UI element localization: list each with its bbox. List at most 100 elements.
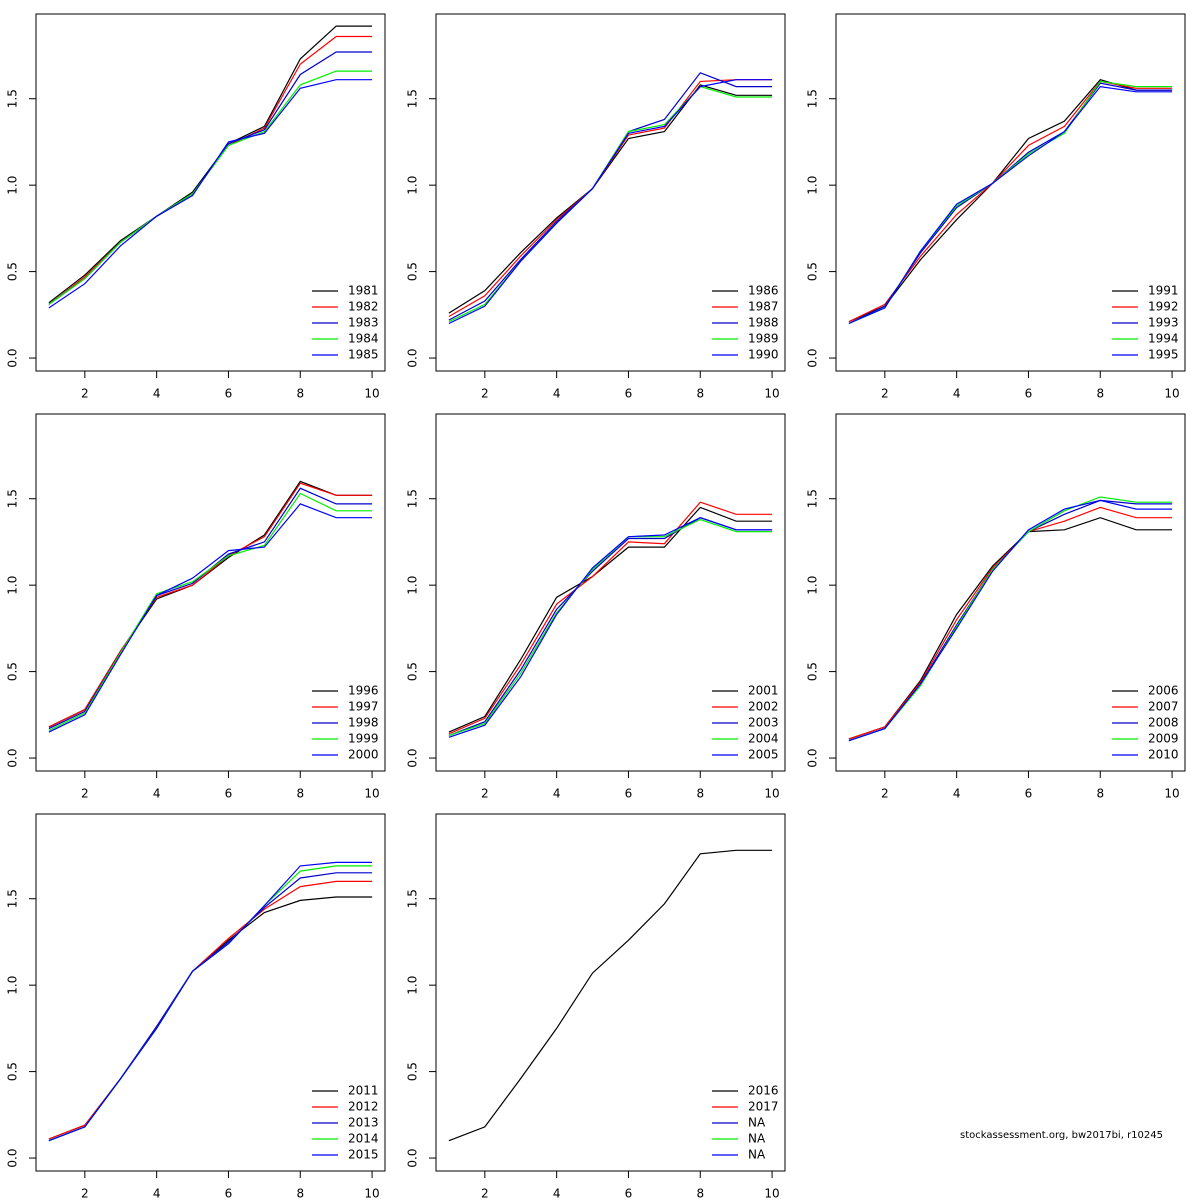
x-tick-label: 6 [225, 1187, 233, 1200]
series-line [48, 896, 373, 1140]
y-tick-label: 1.5 [6, 89, 20, 108]
x-tick-label: 6 [225, 787, 233, 801]
plot-frame [835, 13, 1186, 372]
y-tick-label: 0.0 [406, 748, 420, 767]
series-line [448, 79, 773, 318]
x-tick-label: 8 [296, 387, 304, 401]
y-tick-label: 0.5 [406, 262, 420, 281]
x-tick-label: 2 [81, 387, 89, 401]
x-tick-label: 2 [481, 1187, 489, 1200]
x-tick-label: 4 [153, 1187, 161, 1200]
y-tick-label: 0.5 [806, 262, 820, 281]
series-line [448, 518, 773, 737]
legend-label: 2015 [348, 1148, 379, 1162]
x-tick-label: 2 [81, 1187, 89, 1200]
series-line [448, 517, 773, 737]
x-tick-label: 8 [696, 1187, 704, 1200]
legend-label: 1983 [348, 316, 379, 330]
x-tick-label: 8 [696, 787, 704, 801]
series-line [48, 865, 373, 1142]
x-tick-label: 6 [1025, 387, 1033, 401]
x-tick-label: 10 [764, 387, 779, 401]
x-tick-label: 8 [296, 787, 304, 801]
plot-frame [35, 13, 386, 372]
legend-label: 2014 [348, 1132, 379, 1146]
series-line [448, 72, 773, 321]
series-line [48, 70, 373, 305]
series-line [848, 499, 1173, 742]
x-tick-label: 4 [553, 1187, 561, 1200]
series-line [448, 84, 773, 314]
y-tick-label: 1.5 [6, 489, 20, 508]
legend-label: 1982 [348, 300, 379, 314]
legend-label: 1987 [748, 300, 779, 314]
x-tick-label: 10 [1164, 387, 1179, 401]
y-tick-label: 1.0 [6, 176, 20, 195]
plot-frame [35, 413, 386, 772]
y-tick-label: 1.5 [406, 889, 420, 908]
series-line [848, 496, 1173, 742]
y-tick-label: 0.0 [6, 348, 20, 367]
series-line [48, 872, 373, 1142]
x-tick-label: 8 [296, 1187, 304, 1200]
y-tick-label: 0.0 [406, 1148, 420, 1167]
x-tick-label: 2 [881, 387, 889, 401]
x-tick-label: 8 [696, 387, 704, 401]
x-tick-label: 4 [553, 787, 561, 801]
y-tick-label: 1.0 [406, 176, 420, 195]
x-tick-label: 8 [1096, 787, 1104, 801]
series-line [448, 501, 773, 735]
x-tick-label: 10 [764, 787, 779, 801]
series-line [848, 85, 1173, 325]
y-tick-label: 0.5 [6, 262, 20, 281]
x-tick-label: 10 [364, 787, 379, 801]
legend-label: 1988 [748, 316, 779, 330]
y-tick-label: 0.5 [6, 1062, 20, 1081]
x-tick-label: 4 [153, 787, 161, 801]
x-tick-label: 2 [481, 387, 489, 401]
x-tick-label: 8 [1096, 387, 1104, 401]
legend-label: 1990 [748, 348, 779, 362]
y-tick-label: 1.0 [806, 176, 820, 195]
y-tick-label: 1.5 [806, 489, 820, 508]
plot-frame [435, 13, 786, 372]
x-tick-label: 6 [225, 387, 233, 401]
legend-label: 2012 [348, 1100, 379, 1114]
series-line [848, 79, 1173, 323]
x-tick-label: 10 [364, 387, 379, 401]
legend-label: 1998 [348, 716, 379, 730]
plot-frame [835, 413, 1186, 772]
series-line [48, 79, 373, 309]
y-tick-label: 0.5 [406, 662, 420, 681]
legend-label: 1995 [1148, 348, 1179, 362]
legend-label: 1986 [748, 284, 779, 298]
y-tick-label: 0.5 [6, 662, 20, 681]
series-line [48, 482, 373, 728]
series-line [448, 849, 773, 1142]
y-tick-label: 1.0 [406, 976, 420, 995]
legend-label: 2008 [1148, 716, 1179, 730]
x-tick-label: 6 [625, 787, 633, 801]
legend-label: 1992 [1148, 300, 1179, 314]
legend-label: 2006 [1148, 684, 1179, 698]
y-tick-label: 1.0 [806, 576, 820, 595]
legend-label: 2003 [748, 716, 779, 730]
y-tick-label: 1.0 [6, 976, 20, 995]
legend-label: 1981 [348, 284, 379, 298]
legend-label: 2000 [348, 748, 379, 762]
x-tick-label: 4 [953, 787, 961, 801]
series-line [448, 517, 773, 738]
legend-label: 1984 [348, 332, 379, 346]
series-line [848, 499, 1173, 742]
legend-label: 1999 [348, 732, 379, 746]
legend-label: 1985 [348, 348, 379, 362]
series-line [848, 80, 1173, 323]
x-tick-label: 10 [364, 1187, 379, 1200]
legend-label: 2001 [748, 684, 779, 698]
series-line [48, 25, 373, 304]
x-tick-label: 2 [481, 787, 489, 801]
series-line [48, 861, 373, 1142]
legend-label: 1993 [1148, 316, 1179, 330]
y-tick-label: 1.5 [6, 889, 20, 908]
